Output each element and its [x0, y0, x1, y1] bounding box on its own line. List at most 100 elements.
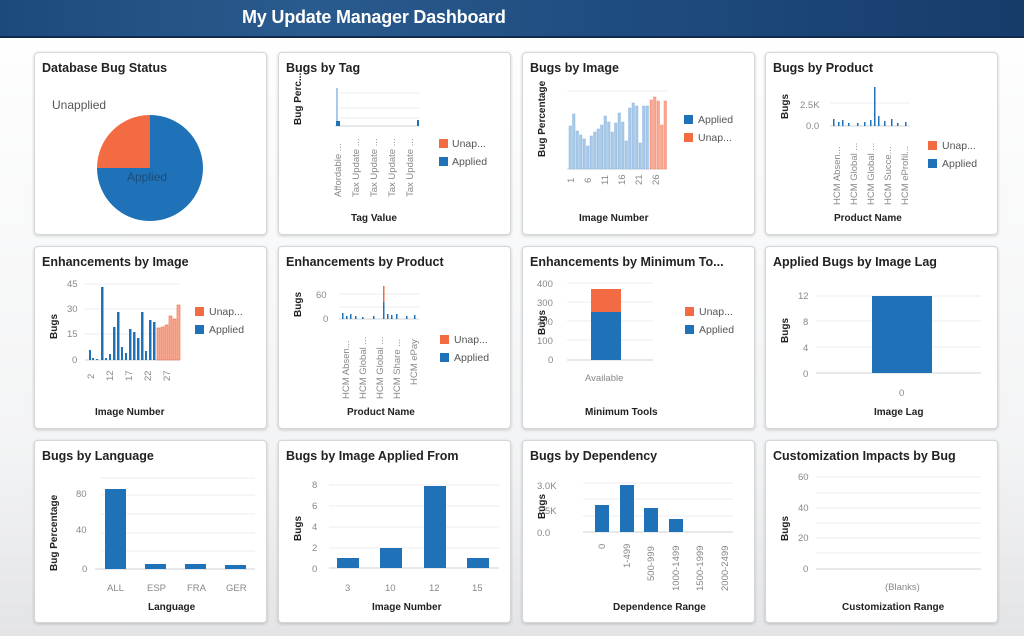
card-bugs-by-image[interactable]: Bugs by Image Bug Percentage 1	[522, 52, 755, 235]
svg-text:1-499: 1-499	[622, 544, 633, 568]
bar-chart: Bug Percentage 1 6 11 16 21 26 Image Num…	[537, 80, 733, 224]
x-axis-label: Image Number	[95, 407, 165, 418]
svg-text:12: 12	[798, 291, 809, 302]
y-axis-label: Bugs	[49, 314, 60, 339]
card-title: Applied Bugs by Image Lag	[773, 255, 937, 269]
svg-text:12: 12	[429, 583, 440, 594]
card-enhancements-by-product[interactable]: Enhancements by Product 60 0 Bugs HCM Ab…	[278, 246, 511, 429]
pie-slice-unapplied	[97, 115, 150, 168]
bar-chart: 60 0 Bugs HCM Absen... HCM Global ... HC…	[293, 286, 489, 418]
x-axis-ticks: 0 1-499 500-999 1000-1499 1500-1999 2000…	[597, 544, 731, 591]
svg-text:Unap...: Unap...	[454, 334, 488, 346]
svg-text:300: 300	[537, 298, 553, 309]
page-title: My Update Manager Dashboard	[242, 7, 506, 27]
x-axis-label: Product Name	[834, 213, 902, 224]
svg-text:1: 1	[566, 178, 577, 183]
card-title: Customization Impacts by Bug	[773, 449, 956, 463]
svg-text:Applied: Applied	[452, 156, 487, 168]
svg-text:2: 2	[86, 374, 97, 379]
card-bugs-by-image-applied-from[interactable]: Bugs by Image Applied From 8 6 4 2 0 Bug…	[278, 440, 511, 623]
svg-text:0: 0	[803, 369, 808, 380]
svg-text:0: 0	[82, 564, 87, 575]
svg-text:1500-1999: 1500-1999	[695, 546, 706, 591]
svg-text:HCM Global ...: HCM Global ...	[358, 337, 369, 399]
bar-chart: 8 6 4 2 0 Bugs 3 10 12 15 Image Number	[293, 480, 499, 613]
card-title: Bugs by Image Applied From	[286, 449, 459, 463]
card-title: Bugs by Dependency	[530, 449, 658, 463]
card-title: Bugs by Tag	[286, 61, 361, 75]
svg-text:HCM Global ...: HCM Global ...	[375, 337, 386, 399]
card-enhancements-by-image[interactable]: Enhancements by Image 45 30 15 0 Bugs 2	[34, 246, 267, 429]
y-axis-label: Bugs	[780, 94, 791, 119]
svg-text:3.0K: 3.0K	[537, 481, 557, 492]
svg-text:100: 100	[537, 336, 553, 347]
svg-text:Applied: Applied	[454, 352, 489, 364]
card-bugs-by-tag[interactable]: Bugs by Tag Bug Perc... Affordable ... T…	[278, 52, 511, 235]
card-bugs-by-product[interactable]: Bugs by Product 2.5K 0.0 Bugs HCM Absen.…	[765, 52, 998, 235]
svg-text:6: 6	[312, 501, 317, 512]
svg-text:22: 22	[143, 370, 154, 381]
bar-chart: 80 40 0 Bug Percentage ALL ESP FRA GER L…	[49, 477, 255, 613]
x-tick: (Blanks)	[885, 582, 920, 593]
x-axis-label: Customization Range	[842, 602, 945, 613]
svg-text:Tax Update ...: Tax Update ...	[405, 138, 416, 197]
card-database-bug-status[interactable]: Database Bug Status Unapplied Applied	[34, 52, 267, 235]
svg-text:Applied: Applied	[699, 324, 734, 336]
card-bugs-by-language[interactable]: Bugs by Language 80 40 0 Bug Percentage …	[34, 440, 267, 623]
dashboard-header: My Update Manager Dashboard	[0, 0, 1024, 38]
card-applied-bugs-by-image-lag[interactable]: Applied Bugs by Image Lag 12 8 4 0 Bugs …	[765, 246, 998, 429]
svg-text:11: 11	[600, 175, 611, 185]
card-bugs-by-dependency[interactable]: Bugs by Dependency 3.0K 1.5K 0.0 Bugs 0 …	[522, 440, 755, 623]
svg-text:HCM Global ...: HCM Global ...	[849, 143, 860, 205]
x-axis-label: Dependence Range	[613, 602, 706, 613]
x-axis-ticks: Affordable ... Tax Update ... Tax Update…	[333, 138, 416, 197]
svg-text:2: 2	[312, 543, 317, 554]
svg-text:10: 10	[385, 583, 396, 594]
x-axis-label: Language	[148, 602, 196, 613]
card-title: Enhancements by Image	[42, 255, 189, 269]
x-axis-ticks: 2 12 17 22 27	[86, 370, 173, 381]
bar-chart: 3.0K 1.5K 0.0 Bugs 0 1-499 500-999 1000-…	[537, 481, 733, 613]
bar-chart: Bug Perc... Affordable ... Tax Update ..…	[293, 73, 487, 224]
card-enhancements-by-minimum-tools[interactable]: Enhancements by Minimum To... 400 300 20…	[522, 246, 755, 429]
svg-text:Applied: Applied	[698, 114, 733, 126]
x-axis-ticks: ALL ESP FRA GER	[107, 583, 247, 594]
x-tick: 0	[899, 388, 904, 399]
x-tick: Available	[585, 373, 623, 384]
label-unapplied: Unapplied	[52, 98, 106, 112]
svg-text:Affordable ...: Affordable ...	[333, 143, 344, 197]
svg-text:Unap...: Unap...	[942, 140, 976, 152]
svg-text:8: 8	[803, 317, 808, 328]
svg-text:Applied: Applied	[942, 158, 977, 170]
x-axis-ticks: 1 6 11 16 21 26	[566, 174, 662, 185]
svg-text:3: 3	[345, 583, 350, 594]
card-customization-impacts-by-bug[interactable]: Customization Impacts by Bug 60 40 20 0 …	[765, 440, 998, 623]
x-axis-label: Product Name	[347, 407, 415, 418]
svg-text:Unap...: Unap...	[699, 306, 733, 318]
y-axis-label: Bugs	[537, 494, 548, 519]
card-title: Database Bug Status	[42, 61, 168, 75]
svg-text:Tax Update ...: Tax Update ...	[369, 138, 380, 197]
card-title: Bugs by Product	[773, 61, 874, 75]
bar-chart: 400 300 200 100 0 Bugs Available Minimum…	[537, 279, 734, 418]
y-axis-label: Bug Percentage	[537, 80, 548, 157]
svg-text:Unap...: Unap...	[209, 306, 243, 318]
svg-text:0.0: 0.0	[806, 121, 819, 132]
x-axis-ticks: 3 10 12 15	[345, 583, 483, 594]
x-axis-ticks: HCM Absen... HCM Global ... HCM Global .…	[832, 143, 911, 205]
svg-text:0: 0	[803, 564, 808, 575]
svg-text:HCM ePay: HCM ePay	[409, 339, 420, 385]
svg-text:4: 4	[803, 343, 808, 354]
x-axis-label: Image Lag	[874, 407, 923, 418]
y-axis-label: Bug Percentage	[49, 494, 60, 571]
svg-text:2.5K: 2.5K	[800, 100, 820, 111]
card-title: Enhancements by Product	[286, 255, 444, 269]
pie-chart: Unapplied Applied	[52, 98, 203, 221]
y-axis-label: Bugs	[293, 516, 304, 541]
svg-text:HCM Succe...: HCM Succe...	[883, 146, 894, 205]
svg-text:Tax Update ...: Tax Update ...	[351, 138, 362, 197]
svg-text:0: 0	[312, 564, 317, 575]
label-applied: Applied	[127, 170, 167, 184]
svg-text:17: 17	[124, 370, 135, 381]
bar-chart: 60 40 20 0 Bugs (Blanks) Customization R…	[780, 472, 981, 613]
